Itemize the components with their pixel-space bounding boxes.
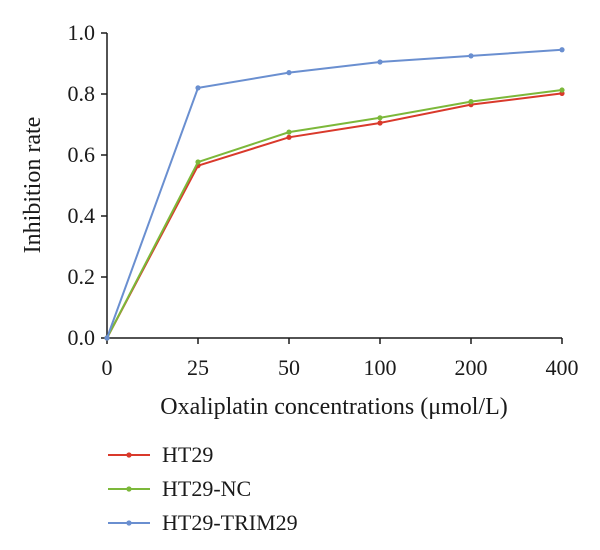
legend-item-ht29-trim29: HT29-TRIM29 (108, 510, 298, 535)
y-ticks: 0.0 0.2 0.4 0.6 0.8 1.0 (68, 20, 107, 350)
data-point-ht29-trim29 (559, 47, 565, 53)
legend-label: HT29-TRIM29 (162, 510, 298, 535)
legend: HT29 HT29-NC HT29-TRIM29 (108, 442, 298, 535)
data-point-ht29-trim29 (195, 85, 201, 91)
x-tick-label: 100 (364, 355, 397, 380)
legend-swatch-marker (126, 486, 132, 492)
x-tick-label: 200 (455, 355, 488, 380)
series-line-ht29-trim29 (106, 48, 563, 339)
data-point-ht29 (377, 120, 383, 126)
series-layer (104, 47, 565, 341)
series-line-ht29 (106, 92, 563, 339)
legend-label: HT29 (162, 442, 213, 467)
y-tick-label: 0.6 (68, 142, 96, 167)
data-point-ht29-trim29 (377, 59, 383, 65)
y-tick-label: 1.0 (68, 20, 96, 45)
data-point-ht29-trim29 (104, 335, 110, 341)
data-point-ht29-nc (559, 87, 565, 93)
series-ht29-trim29 (104, 47, 565, 341)
legend-swatch-marker (126, 452, 132, 458)
x-tick-label: 400 (546, 355, 579, 380)
data-point-ht29-trim29 (468, 53, 474, 59)
y-tick-label: 0.2 (68, 264, 96, 289)
x-tick-label: 50 (278, 355, 300, 380)
y-tick-label: 0.4 (68, 203, 96, 228)
data-point-ht29 (286, 134, 292, 140)
legend-item-ht29-nc: HT29-NC (108, 476, 251, 501)
y-tick-label: 0.8 (68, 81, 96, 106)
data-point-ht29-nc (195, 159, 201, 165)
data-point-ht29-nc (468, 99, 474, 105)
data-point-ht29-nc (286, 129, 292, 135)
data-point-ht29-nc (377, 115, 383, 121)
legend-swatch-marker (126, 520, 132, 526)
legend-label: HT29-NC (162, 476, 251, 501)
x-tick-label: 0 (102, 355, 113, 380)
x-axis-title: Oxaliplatin concentrations (μmol/L) (160, 394, 507, 420)
x-ticks: 0 25 50 100 200 400 (102, 338, 579, 380)
legend-item-ht29: HT29 (108, 442, 213, 467)
series-ht29 (104, 90, 565, 341)
series-line-ht29-nc (106, 89, 563, 339)
y-tick-label: 0.0 (68, 325, 96, 350)
x-tick-label: 25 (187, 355, 209, 380)
axes (106, 33, 562, 339)
y-axis-title: Inhibition rate (20, 117, 46, 254)
data-point-ht29-trim29 (286, 70, 292, 76)
